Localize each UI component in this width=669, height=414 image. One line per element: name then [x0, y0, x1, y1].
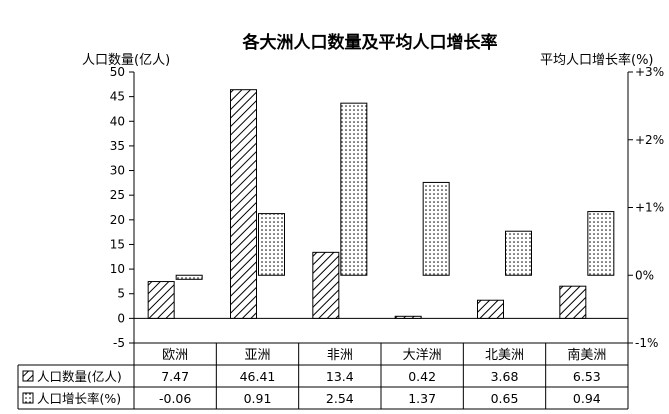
y-right-tick-label: 0% [635, 268, 654, 282]
bar-growth-rate [505, 230, 532, 276]
y-left-tick-label: 35 [110, 139, 125, 153]
y-axis-left-label: 人口数量(亿人) [82, 53, 170, 68]
data-value-label: 1.37 [408, 391, 436, 406]
legend-swatch [22, 392, 34, 404]
y-right-tick-label: +1% [635, 201, 664, 215]
legend-label: 人口增长率(%) [37, 391, 121, 406]
plot-frame [133, 72, 629, 343]
category-label: 亚洲 [244, 348, 270, 363]
category-label: 南美洲 [567, 347, 606, 363]
y-left-tick-label: 0 [117, 311, 125, 325]
data-value-label: 0.42 [408, 369, 436, 384]
data-value-label: 3.68 [491, 369, 519, 384]
bar-population [312, 251, 340, 319]
bar-growth-rate [175, 274, 203, 280]
y-left-tick-label: 5 [117, 287, 125, 301]
data-value-label: 0.94 [573, 391, 601, 406]
bar-growth-rate [340, 102, 368, 276]
bar-population [559, 285, 587, 319]
y-left-tick-label: 45 [110, 90, 125, 104]
y-left-tick-label: 20 [110, 213, 125, 227]
y-left-tick-label: 15 [110, 237, 125, 251]
data-value-label: 2.54 [326, 391, 354, 406]
bar-population [477, 299, 504, 319]
y-right-tick-label: -1% [635, 336, 658, 350]
y-axis-right-label: 平均人口增长率(%) [540, 52, 654, 68]
y-left-tick-label: -5 [113, 336, 125, 350]
category-label: 北美洲 [485, 348, 524, 363]
bar-population [230, 89, 257, 319]
y-left-tick-label: 50 [110, 65, 125, 79]
bar-growth-rate [422, 181, 450, 276]
data-value-label: -0.06 [159, 391, 191, 406]
y-right-tick-label: +2% [635, 133, 664, 147]
chart-title: 各大洲人口数量及平均人口增长率 [242, 32, 498, 53]
category-label: 非洲 [327, 348, 353, 363]
data-value-label: 13.4 [326, 369, 354, 384]
bars [147, 89, 615, 319]
y-left-tick-label: 25 [110, 188, 125, 202]
legend-label: 人口数量(亿人) [37, 369, 122, 384]
bar-growth-rate [587, 211, 615, 276]
bar-population [147, 281, 175, 319]
y-right-tick-label: +3% [635, 65, 664, 79]
legend-swatch [22, 370, 34, 382]
category-label: 大洋洲 [403, 348, 442, 363]
data-value-label: 0.65 [491, 391, 519, 406]
y-left-tick-label: 30 [110, 164, 125, 178]
y-left-tick-label: 10 [110, 262, 125, 276]
y-axis-right-ticks: +3% +2% +1% 0% -1% [628, 65, 664, 350]
data-value-label: 0.91 [244, 391, 272, 406]
data-value-label: 46.41 [240, 369, 276, 384]
data-value-label: 7.47 [161, 369, 189, 384]
bar-growth-rate [258, 213, 285, 276]
category-label: 欧洲 [162, 348, 188, 363]
bar-population [394, 315, 422, 319]
y-left-tick-label: 40 [110, 114, 125, 128]
data-value-label: 6.53 [573, 369, 601, 384]
